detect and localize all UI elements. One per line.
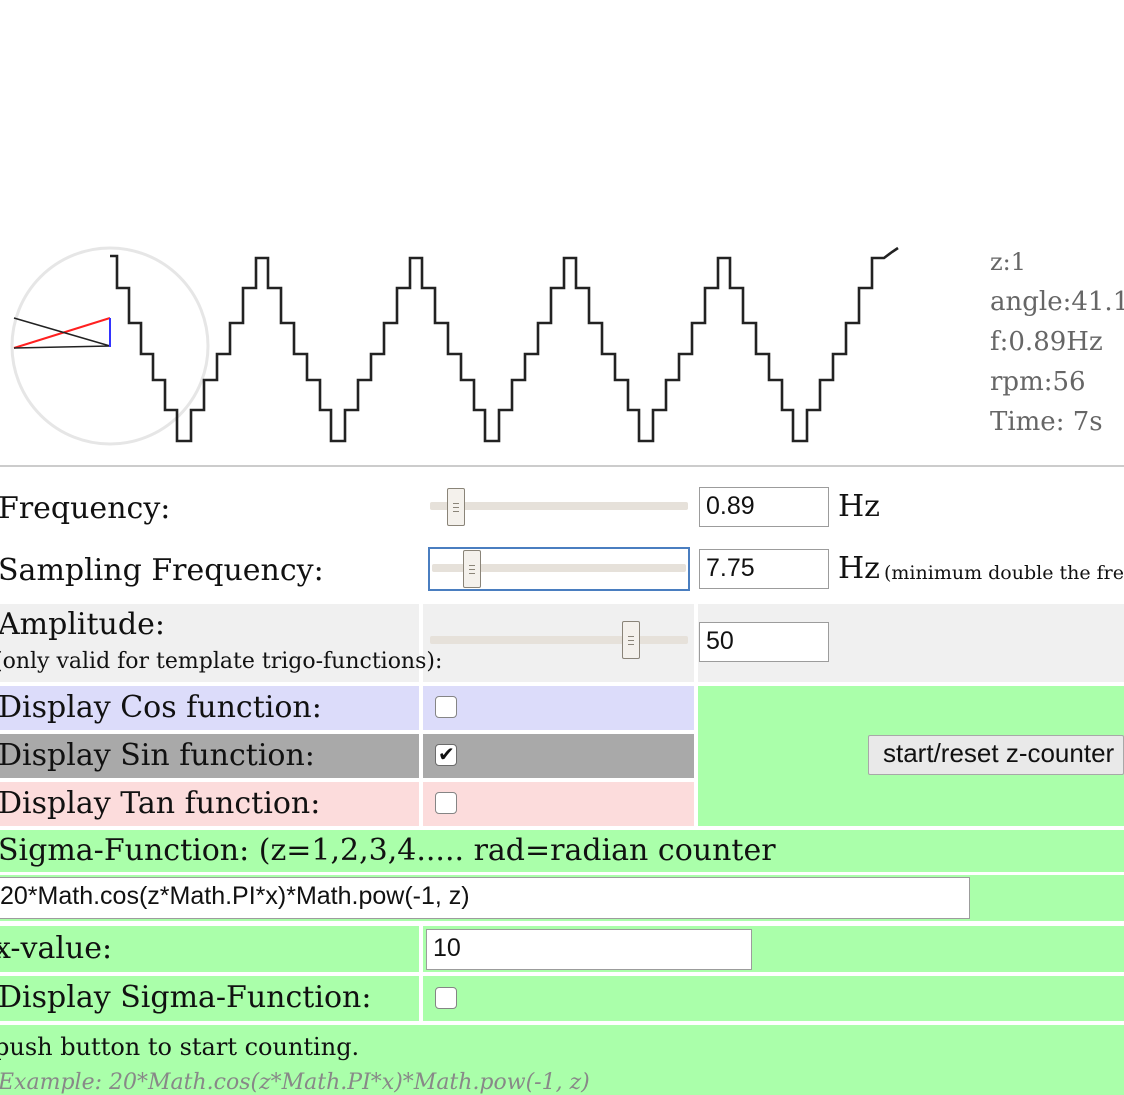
sampling-frequency-unit: Hz xyxy=(838,551,880,586)
cos-checkbox-cell xyxy=(423,686,694,730)
sampling-slider-thumb[interactable] xyxy=(463,550,482,588)
frequency-label: Frequency: xyxy=(0,491,171,526)
rpm-readout: rpm:56 xyxy=(990,367,1086,397)
sigma-display-checkbox-cell xyxy=(423,976,1124,1021)
x-value-label: x-value: xyxy=(0,931,113,966)
cos-checkbox[interactable] xyxy=(435,696,457,718)
sigma-header-cell xyxy=(0,830,1124,872)
sigma-header: Sigma-Function: (z=1,2,3,4..... rad=radi… xyxy=(0,833,776,868)
sin-label-cell xyxy=(0,734,419,778)
frequency-slider[interactable] xyxy=(428,488,690,528)
cos-label-cell xyxy=(0,686,419,730)
amplitude-label-cell xyxy=(0,604,419,682)
frequency-input[interactable]: 0.89 xyxy=(699,487,829,527)
sigma-display-checkbox[interactable] xyxy=(435,987,457,1009)
frequency-readout: f:0.89Hz xyxy=(990,327,1103,357)
frequency-unit: Hz xyxy=(838,489,880,524)
tan-checkbox[interactable] xyxy=(435,792,457,814)
amplitude-label: Amplitude: xyxy=(0,607,165,642)
unit-circle xyxy=(10,246,210,446)
waveform-canvas xyxy=(10,246,899,446)
time-readout: Time: 7s xyxy=(990,407,1103,437)
sigma-display-label: Display Sigma-Function: xyxy=(0,980,372,1015)
base-line xyxy=(13,345,111,349)
sin-label: Display Sin function: xyxy=(0,738,315,773)
tan-label: Display Tan function: xyxy=(0,786,321,821)
sigma-display-label-cell xyxy=(0,976,419,1021)
sin-checkbox-cell xyxy=(423,734,694,778)
cos-label: Display Cos function: xyxy=(0,690,322,725)
amplitude-sublabel: (only valid for template trigo-functions… xyxy=(0,649,443,674)
sigma-hint-cell xyxy=(0,1025,1124,1095)
z-readout: z:1 xyxy=(990,248,1026,276)
x-value-label-cell xyxy=(0,926,419,972)
sampling-frequency-slider[interactable] xyxy=(428,547,690,591)
stats-panel: z:1 angle:41.1 f:0.89Hz rpm:56 Time: 7s xyxy=(990,242,1124,442)
frequency-slider-thumb[interactable] xyxy=(446,488,465,526)
divider xyxy=(0,465,1124,467)
sin-checkbox[interactable]: ✔ xyxy=(435,742,457,766)
start-reset-z-counter-button[interactable]: start/reset z-counter xyxy=(868,735,1124,775)
amplitude-input[interactable]: 50 xyxy=(699,622,829,662)
x-value-input[interactable]: 10 xyxy=(426,929,752,970)
sigma-example: Example: 20*Math.cos(z*Math.PI*x)*Math.p… xyxy=(0,1070,590,1095)
sampling-note: (minimum double the frequen xyxy=(884,562,1124,584)
sigma-expression-input[interactable]: 20*Math.cos(z*Math.PI*x)*Math.pow(-1, z) xyxy=(0,877,970,919)
sampled-waveform xyxy=(110,246,899,443)
tan-label-cell xyxy=(0,782,419,826)
cosine-line xyxy=(13,317,111,347)
amplitude-slider[interactable] xyxy=(428,620,690,662)
tan-checkbox-cell xyxy=(423,782,694,826)
radius-line xyxy=(13,317,111,349)
amplitude-slider-thumb[interactable] xyxy=(622,621,640,659)
checkmark-icon: ✔ xyxy=(438,742,455,766)
sampling-frequency-label: Sampling Frequency: xyxy=(0,553,324,588)
sigma-hint: push button to start counting. xyxy=(0,1033,360,1061)
sampling-frequency-input[interactable]: 7.75 xyxy=(699,549,829,589)
angle-readout: angle:41.1 xyxy=(990,287,1124,317)
